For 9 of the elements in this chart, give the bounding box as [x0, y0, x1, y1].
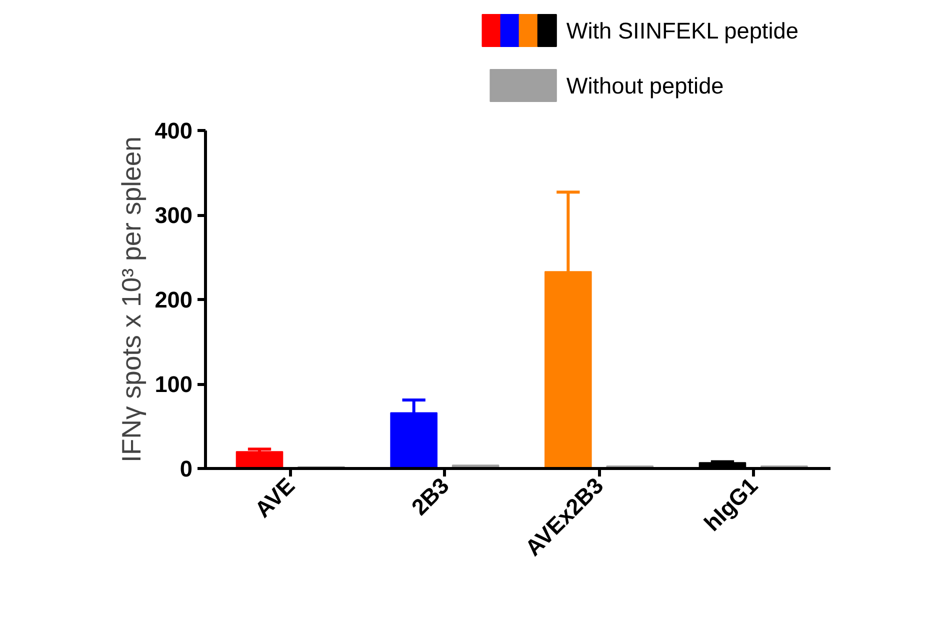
y-tick-label: 0	[180, 456, 193, 482]
y-tick-label: 400	[154, 118, 193, 144]
y-tick-label: 300	[154, 202, 193, 228]
y-axis-title: IFNγ spots x 10³ per spleen	[116, 136, 147, 462]
x-tick-label: 2B3	[406, 472, 454, 520]
legend-label: Without peptide	[566, 72, 724, 98]
legend-label: With SIINFEKL peptide	[566, 18, 798, 44]
y-tick-label: 100	[154, 371, 193, 397]
y-tick-label: 200	[154, 286, 193, 312]
